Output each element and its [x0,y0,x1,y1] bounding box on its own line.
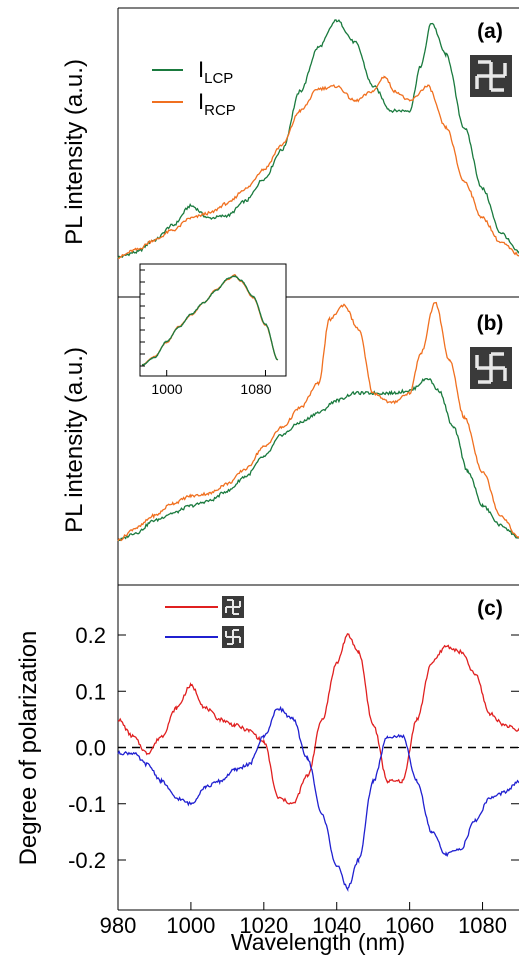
panel-c-xlabel: Wavelength (nm) [231,929,405,955]
legend-rcp-label: IRCP [198,89,236,119]
panel-a-label: (a) [477,20,503,43]
right-handed-gammadion-icon [470,347,512,389]
panel-a-series-rcp-line [117,75,519,260]
panel-b-series-lcp-line [117,378,519,542]
inset-xtick-1080: 1080 [240,381,271,397]
panel-b-series-rcp-line [117,301,519,542]
panel-c-series-a-line [117,633,519,805]
legend-lcp-label: ILCP [198,57,233,87]
legend-rcp-sub: RCP [204,102,236,119]
left-handed-gammadion-icon [222,596,244,618]
panel-b-ylabel: PL intensity (a.u.) [61,347,88,533]
inset-xtick-1000: 1000 [151,381,182,397]
inset-frame [139,263,287,377]
panel-c-ylabel: Degree of polarization [15,631,42,866]
panel-b: PL intensity (a.u.) (b) 1000 1080 [61,263,519,586]
panel-c-xtick-label-4: 1060 [385,913,434,938]
panel-b-label: (b) [477,312,504,335]
panel-c-series-b-line [117,705,519,892]
panel-c-ytick-label-1: -0.1 [68,792,106,817]
panel-c-ytick-label-4: 0.2 [75,623,106,648]
panel-a: PL intensity (a.u.) (a) ILCP IRCP [61,7,519,298]
left-handed-gammadion-icon [470,55,512,97]
panel-c-xtick-label-0: 980 [100,913,137,938]
panel-a-series-lcp-line [117,19,519,259]
panel-b-plot-area [117,301,519,542]
panel-c: Degree of polarization Wavelength (nm) (… [15,585,519,955]
panel-c-xtick-label-3: 1040 [312,913,361,938]
panel-c-xtick-label-5: 1080 [458,913,507,938]
inset-plot-area [140,269,279,376]
panel-c-axes: -0.2 -0.1 0.0 0.1 0.2 980 1000 1020 1040 1060 1080 [68,623,519,938]
panel-c-label: (c) [477,597,503,620]
panel-c-xtick-label-2: 1020 [239,913,288,938]
panel-c-ytick-label-3: 0.1 [75,679,106,704]
panel-c-ytick-label-0: -0.2 [68,848,106,873]
panel-a-plot-area [117,19,519,260]
panel-b-inset: 1000 1080 [139,263,287,397]
legend-lcp-main: I [198,57,204,82]
panel-c-xtick-label-1: 1000 [166,913,215,938]
panel-a-ylabel: PL intensity (a.u.) [61,59,88,245]
legend-lcp-sub: LCP [204,70,233,87]
panel-c-plot-area [117,633,519,892]
inset-series-lcp-line [141,275,279,366]
panel-c-ytick-label-2: 0.0 [75,736,106,761]
legend-rcp-main: I [198,89,204,114]
right-handed-gammadion-icon [222,626,244,648]
